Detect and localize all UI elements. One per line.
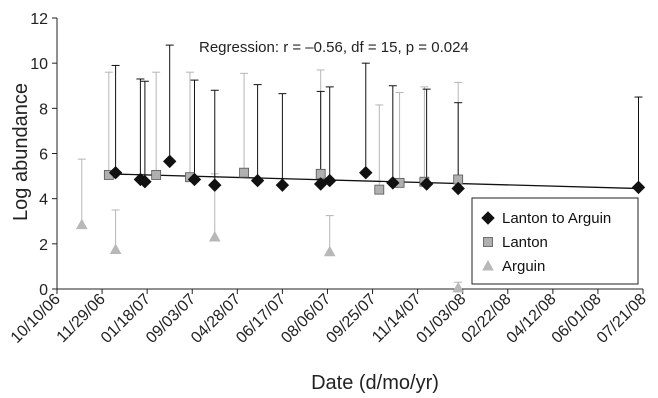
arguin-point	[75, 218, 88, 230]
y-tick-label: 2	[39, 237, 48, 254]
lanton-to-arguin-point	[631, 180, 646, 195]
y-tick-label: 12	[30, 11, 48, 28]
lanton-to-arguin-point	[250, 173, 265, 188]
lanton-to-arguin-point	[451, 181, 465, 196]
lanton-to-arguin-point	[187, 172, 202, 187]
y-tick-label: 4	[39, 192, 48, 209]
lanton-point	[315, 168, 326, 179]
x-tick-label: 10/10/06	[8, 291, 64, 347]
lanton-to-arguin-point	[275, 178, 290, 192]
legend: Lanton to Arguin Lanton Arguin	[471, 197, 639, 285]
lanton-to-arguin-point	[138, 175, 152, 189]
lanton-point	[151, 170, 162, 180]
lanton-to-arguin-point	[162, 154, 177, 169]
lanton-point	[374, 184, 385, 195]
arguin-point	[208, 231, 221, 242]
legend-box	[471, 197, 639, 285]
legend-marker-lanton	[483, 237, 493, 247]
legend-label-lanton: Lanton	[502, 234, 548, 251]
x-tick-label: 09/25/07	[323, 291, 379, 347]
x-axis-title: Date (d/mo/yr)	[311, 372, 439, 394]
legend-label-arguin: Arguin	[502, 258, 545, 275]
arguin-point	[109, 243, 122, 254]
x-tick-label: 07/21/08	[594, 291, 650, 347]
y-tick-label: 6	[39, 147, 48, 164]
y-axis-title: Log abundance	[10, 83, 32, 221]
lanton-to-arguin-point	[359, 165, 373, 180]
regression-annotation: Regression: r = –0.56, df = 15, p = 0.02…	[199, 39, 469, 56]
lanton-to-arguin-point	[108, 165, 123, 180]
lanton-to-arguin-point	[208, 178, 222, 192]
y-tick-label: 0	[39, 282, 48, 299]
legend-marker-arguin	[482, 259, 494, 271]
arguin-point	[452, 281, 465, 293]
arguin-point	[323, 245, 336, 257]
y-tick-label: 8	[39, 101, 48, 118]
plot-area: 02468101210/10/0611/29/0601/18/0709/03/0…	[8, 11, 650, 347]
lanton-to-arguin-point	[323, 173, 337, 188]
lanton-to-arguin-point	[419, 177, 434, 191]
lanton-to-arguin-point	[386, 176, 400, 190]
legend-marker-lanton-to-arguin	[481, 211, 495, 225]
lanton-point	[239, 167, 249, 178]
y-tick-label: 10	[30, 56, 48, 73]
legend-label-lanton-to-arguin: Lanton to Arguin	[502, 210, 611, 227]
